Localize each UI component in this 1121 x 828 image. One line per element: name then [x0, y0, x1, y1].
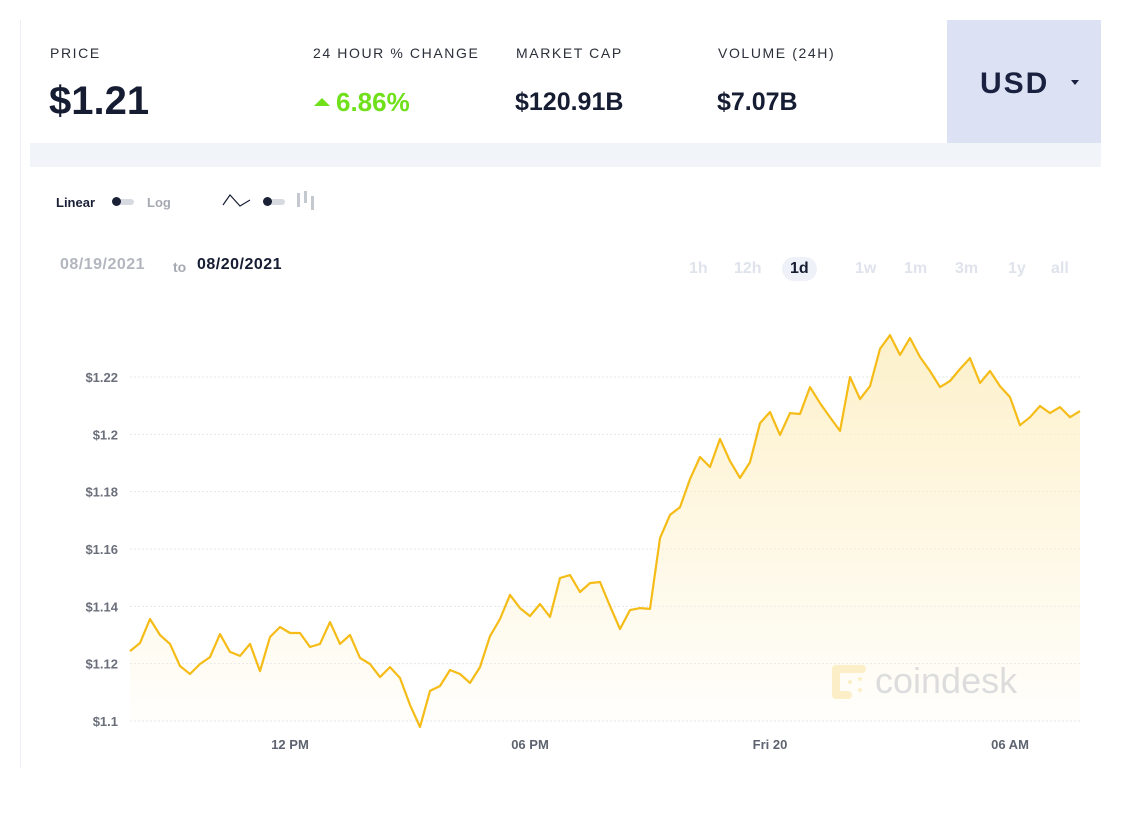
candlestick-chart-icon[interactable]: [296, 190, 318, 210]
y-tick-label: $1.12: [85, 657, 118, 672]
date-from[interactable]: 08/19/2021: [60, 256, 146, 273]
y-tick-label: $1.16: [85, 542, 118, 557]
card-border: [20, 20, 21, 768]
x-tick-label: 12 PM: [271, 737, 309, 752]
date-to-word: to: [173, 259, 187, 275]
x-tick-label: Fri 20: [753, 737, 788, 752]
scale-log-label[interactable]: Log: [147, 195, 171, 210]
y-tick-label: $1.2: [93, 427, 118, 442]
volume-value: $7.07B: [717, 88, 798, 116]
price-label: PRICE: [50, 45, 101, 61]
range-1m[interactable]: 1m: [904, 260, 928, 277]
market-cap-label: MARKET CAP: [516, 45, 623, 61]
range-12h[interactable]: 12h: [734, 260, 762, 277]
y-tick-label: $1.22: [85, 370, 118, 385]
price-line: [129, 334, 1081, 729]
arrow-up-icon: [314, 98, 330, 106]
price-area: [130, 335, 1080, 727]
y-tick-label: $1.1: [93, 714, 118, 729]
range-all[interactable]: all: [1051, 260, 1069, 277]
range-1w[interactable]: 1w: [855, 260, 877, 277]
section-divider: [30, 143, 1101, 167]
x-tick-label: 06 PM: [511, 737, 549, 752]
chart-type-toggle[interactable]: [263, 197, 285, 206]
volume-label: VOLUME (24H): [718, 45, 836, 61]
caret-down-icon: [1071, 80, 1079, 85]
x-tick-label: 06 AM: [991, 737, 1029, 752]
change-label: 24 HOUR % CHANGE: [313, 45, 480, 61]
range-1d[interactable]: 1d: [782, 257, 817, 281]
change-value: 6.86%: [336, 87, 410, 117]
currency-value: USD: [980, 67, 1050, 100]
date-to[interactable]: 08/20/2021: [197, 256, 283, 273]
line-chart-icon[interactable]: [222, 191, 252, 209]
y-tick-label: $1.14: [85, 599, 118, 614]
range-1y[interactable]: 1y: [1008, 260, 1026, 277]
range-1h[interactable]: 1h: [689, 260, 708, 277]
scale-linear-label[interactable]: Linear: [56, 195, 96, 210]
range-3m[interactable]: 3m: [955, 260, 979, 277]
market-cap-value: $120.91B: [515, 88, 624, 116]
currency-select[interactable]: USD: [947, 20, 1101, 143]
price-value: $1.21: [49, 79, 150, 123]
y-tick-label: $1.18: [85, 485, 118, 500]
scale-toggle[interactable]: [112, 197, 134, 206]
stats-card: [30, 20, 947, 143]
